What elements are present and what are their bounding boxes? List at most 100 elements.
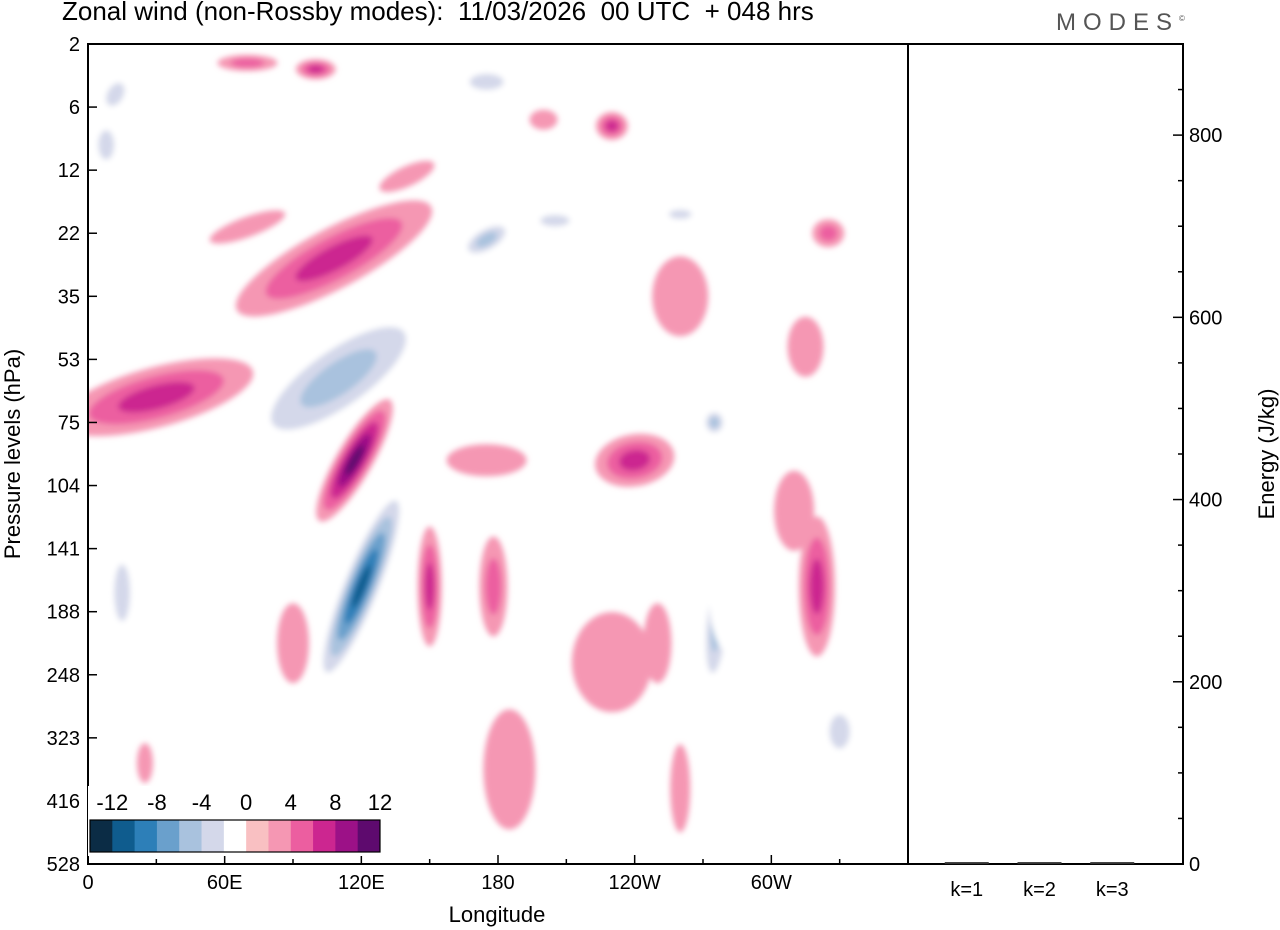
field-blob-3-band bbox=[307, 65, 324, 74]
colorbar: -12 -8 -4 0 4 8 12 bbox=[88, 786, 392, 856]
field-blob-20 bbox=[774, 470, 815, 551]
wavenumber-label: k=3 bbox=[1096, 879, 1129, 901]
field-blob-10-band bbox=[540, 214, 570, 227]
field-blob-7-band bbox=[98, 130, 115, 160]
field-blob-30 bbox=[419, 729, 440, 810]
x-axis-title: Longitude bbox=[449, 902, 546, 927]
colorbar-label: 0 bbox=[240, 790, 252, 815]
field-blob-14 bbox=[652, 256, 709, 337]
energy-bar bbox=[1017, 862, 1062, 865]
pressure-tick-label: 6 bbox=[69, 97, 80, 119]
field-blob-2-band bbox=[230, 58, 265, 68]
field-blob-13-band bbox=[476, 231, 498, 248]
energy-tick-label: 200 bbox=[1189, 672, 1222, 694]
field-blob-28 bbox=[821, 701, 858, 762]
heatmap-blobs bbox=[88, 54, 858, 833]
colorbar-cell bbox=[134, 820, 158, 852]
field-blob-11-band bbox=[668, 209, 692, 219]
field-blob-19-band bbox=[619, 449, 651, 471]
colorbar-cell bbox=[223, 820, 247, 852]
chart-title: Zonal wind (non-Rossby modes): 11/03/202… bbox=[62, 0, 814, 26]
neg-upper-band bbox=[241, 304, 436, 452]
pressure-tick-label: 53 bbox=[58, 349, 80, 371]
energy-tick-label: 0 bbox=[1189, 854, 1200, 876]
field-blob-5-band bbox=[529, 109, 558, 130]
pos-upper-band-band bbox=[295, 235, 373, 282]
field-blob-31-band bbox=[277, 603, 309, 684]
field-blob-23 bbox=[417, 526, 442, 647]
field-blob-10 bbox=[528, 210, 581, 231]
field-blob-15 bbox=[787, 316, 824, 377]
pressure-tick-label: 104 bbox=[47, 476, 80, 498]
field-blob-18-band bbox=[709, 416, 720, 428]
colorbar-label: 12 bbox=[368, 790, 392, 815]
wavenumber-label: k=1 bbox=[950, 879, 983, 901]
field-blob-22 bbox=[146, 550, 167, 623]
energy-axis-title: Energy (J/kg) bbox=[1254, 389, 1279, 520]
heatmap-field bbox=[88, 54, 858, 833]
field-blob-18 bbox=[702, 408, 727, 437]
field-blob-9-band bbox=[379, 160, 435, 193]
field-blob-1 bbox=[163, 122, 196, 143]
field-blob-9 bbox=[379, 160, 435, 193]
pos-core-120e bbox=[316, 399, 393, 522]
wavenumber-axis: k=1 k=2 k=3 bbox=[950, 879, 1128, 901]
field-blob-12 bbox=[812, 219, 845, 248]
neg-upper-band-band bbox=[300, 349, 377, 408]
pos-40w-141 bbox=[798, 516, 835, 657]
modes-logo: MODES© bbox=[1056, 9, 1185, 37]
energy-frame bbox=[907, 43, 1184, 865]
field-blob-24 bbox=[479, 536, 508, 637]
field-blob-4-band bbox=[469, 73, 504, 90]
field-blob-29-band bbox=[483, 709, 536, 830]
longitude-tick-label: 60W bbox=[751, 872, 792, 894]
field-blob-16 bbox=[446, 444, 527, 477]
colorbar-cell bbox=[201, 820, 225, 852]
field-blob-30-band bbox=[419, 729, 440, 810]
field-blob-6 bbox=[595, 112, 628, 140]
colorbar-label: 8 bbox=[329, 790, 341, 815]
brand-text: MODES bbox=[1056, 9, 1180, 36]
energy-bars bbox=[944, 862, 1135, 865]
field-blob-0-band bbox=[106, 82, 125, 106]
colorbar-cell bbox=[290, 820, 314, 852]
pressure-tick-label: 22 bbox=[58, 223, 80, 245]
field-blob-1-band bbox=[163, 122, 196, 143]
energy-bar bbox=[944, 862, 989, 865]
colorbar-label: 4 bbox=[285, 790, 297, 815]
colorbar-cell bbox=[156, 820, 180, 852]
pressure-tick-label: 416 bbox=[47, 791, 80, 813]
field-blob-13 bbox=[459, 220, 514, 259]
field-blob-33-band bbox=[670, 744, 691, 833]
field-blob-32 bbox=[136, 743, 153, 784]
y-axis-title: Pressure levels (hPa) bbox=[0, 349, 25, 559]
longitude-axis: 0 60E 120E 180 120W 60W bbox=[82, 855, 841, 894]
field-blob-5 bbox=[529, 109, 558, 130]
energy-tick-label: 600 bbox=[1189, 307, 1222, 329]
field-blob-23-band bbox=[424, 562, 435, 611]
pressure-axis: 2 6 12 22 35 53 75 104 141 188 248 323 416 528 bbox=[47, 34, 97, 876]
colorbar-cell bbox=[335, 820, 359, 852]
colorbar-cell bbox=[112, 820, 136, 852]
energy-bar bbox=[1090, 862, 1135, 865]
colorbar-label: -12 bbox=[96, 790, 128, 815]
pressure-tick-label: 528 bbox=[47, 854, 80, 876]
field-blob-22-band bbox=[146, 550, 167, 623]
energy-tick-label: 400 bbox=[1189, 490, 1222, 512]
pos-west-53 bbox=[88, 358, 254, 437]
pos-west-53-band bbox=[118, 381, 195, 413]
longitude-tick-label: 120W bbox=[609, 872, 661, 894]
colorbar-cell bbox=[246, 820, 269, 852]
longitude-tick-label: 180 bbox=[481, 872, 514, 894]
field-blob-7 bbox=[92, 118, 121, 171]
colorbar-cell bbox=[179, 820, 203, 852]
energy-axis: 0 200 400 600 800 bbox=[1173, 43, 1222, 876]
colorbar-cell bbox=[357, 820, 381, 852]
colorbar-cell bbox=[313, 820, 336, 852]
field-blob-11 bbox=[660, 206, 701, 223]
pressure-tick-label: 188 bbox=[47, 602, 80, 624]
pos-40w-141-band bbox=[809, 558, 824, 615]
pressure-tick-label: 12 bbox=[58, 160, 80, 182]
pressure-tick-label: 2 bbox=[69, 34, 80, 56]
